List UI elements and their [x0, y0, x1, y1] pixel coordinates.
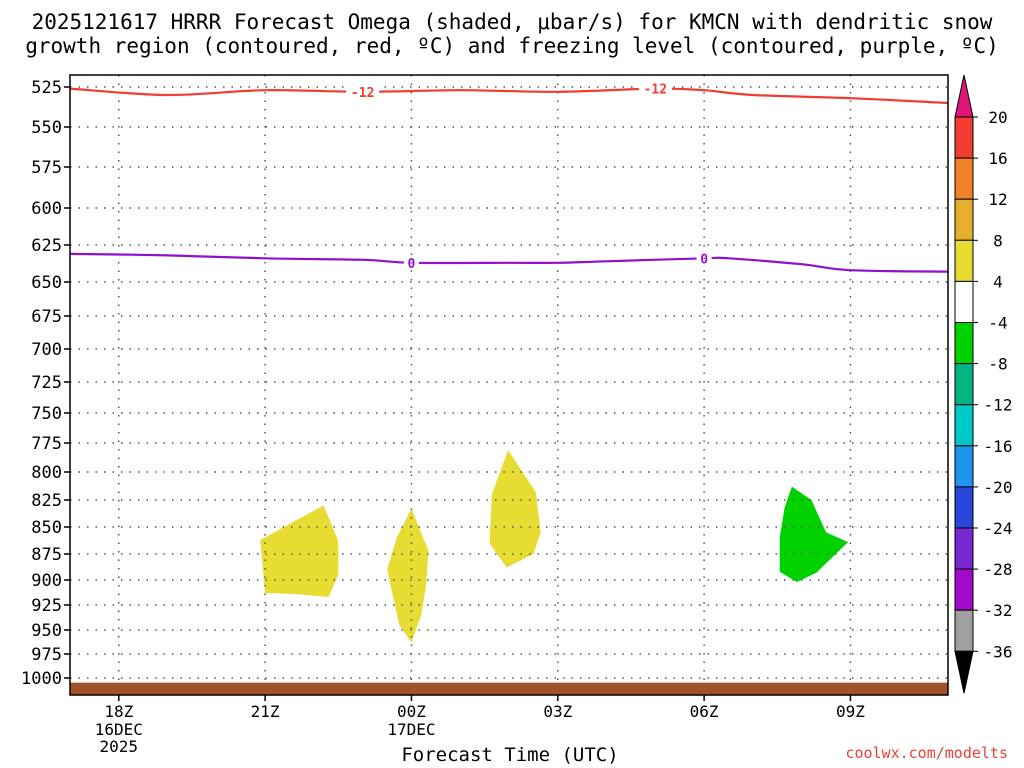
- contour-label--12-1: -12: [351, 86, 374, 101]
- contour-label-bg: [696, 251, 712, 266]
- y-tick-label-700: 700: [31, 340, 62, 360]
- colorbar-label--12: -12: [984, 396, 1013, 415]
- contour-label-0-1: 0: [408, 257, 416, 272]
- y-tick-label-950: 950: [31, 621, 62, 641]
- x-axis-label: Forecast Time (UTC): [401, 744, 619, 766]
- colorbar-label--36: -36: [984, 642, 1013, 661]
- contour-label-bg: [403, 255, 419, 270]
- colorbar-segment-4: [954, 239, 974, 282]
- y-tick-label-575: 575: [31, 158, 62, 178]
- colorbar-label--20: -20: [984, 478, 1013, 497]
- y-tick-label-525: 525: [31, 78, 62, 98]
- colorbar-bottom-arrow: [954, 650, 974, 694]
- colorbar-label-12: 12: [988, 190, 1007, 209]
- colorbar-label--16: -16: [984, 437, 1013, 456]
- colorbar-segment-10: [954, 486, 974, 529]
- colorbar-label--4: -4: [988, 314, 1007, 333]
- x-tick-label-18Z: 18Z: [104, 702, 133, 721]
- colorbar-label--32: -32: [984, 601, 1013, 620]
- colorbar-segment-3: [954, 198, 974, 241]
- y-tick-label-625: 625: [31, 236, 62, 256]
- colorbar-segment-13: [954, 609, 974, 652]
- terrain-band: [70, 682, 948, 695]
- y-tick-label-725: 725: [31, 373, 62, 393]
- colorbar-segment-11: [954, 527, 974, 570]
- y-tick-label-850: 850: [31, 518, 62, 538]
- colorbar-segment-7: [954, 363, 974, 406]
- x-tick-label-03Z: 03Z: [543, 702, 572, 721]
- x-tick-label-00Z: 00Z: [397, 702, 426, 721]
- colorbar-label--28: -28: [984, 560, 1013, 579]
- x-tick-label-09Z: 09Z: [836, 702, 865, 721]
- contour-label-bg: [346, 84, 380, 99]
- colorbar-label--8: -8: [988, 355, 1007, 374]
- y-tick-label-1000: 1000: [21, 669, 62, 689]
- colorbar-top-arrow: [954, 74, 974, 118]
- chart-title-line-1: 2025121617 HRRR Forecast Omega (shaded, …: [31, 10, 993, 34]
- colorbar-label-4: 4: [993, 272, 1003, 291]
- y-tick-label-775: 775: [31, 434, 62, 454]
- y-tick-label-750: 750: [31, 404, 62, 424]
- y-tick-label-550: 550: [31, 118, 62, 138]
- x-tick-sublabel-16DEC: 16DEC: [95, 720, 143, 739]
- y-tick-label-925: 925: [31, 596, 62, 616]
- plot-frame: [69, 74, 949, 696]
- contour-label-0-2: 0: [700, 252, 708, 267]
- chart-title-line-2: growth region (contoured, red, ºC) and f…: [25, 34, 999, 58]
- colorbar-label-16: 16: [988, 149, 1007, 168]
- colorbar-label--24: -24: [984, 519, 1013, 538]
- y-tick-label-825: 825: [31, 491, 62, 511]
- colorbar-label-20: 20: [988, 108, 1007, 127]
- credit-text[interactable]: coolwx.com/modelts: [845, 744, 1008, 762]
- colorbar-segment-2: [954, 157, 974, 200]
- omega-region-4: [779, 486, 848, 582]
- y-tick-label-600: 600: [31, 199, 62, 219]
- omega-region-3: [489, 450, 541, 568]
- x-tick-label-06Z: 06Z: [690, 702, 719, 721]
- colorbar-segment-5: [954, 280, 974, 323]
- y-tick-label-650: 650: [31, 273, 62, 293]
- colorbar-segment-8: [954, 404, 974, 447]
- x-tick-sublabel-2025: 2025: [100, 737, 139, 756]
- contour-label--12-2: -12: [644, 83, 667, 98]
- y-tick-label-975: 975: [31, 645, 62, 665]
- contour-label-bg: [638, 81, 672, 96]
- y-tick-label-900: 900: [31, 571, 62, 591]
- colorbar-segment-12: [954, 568, 974, 611]
- y-tick-label-675: 675: [31, 307, 62, 327]
- y-tick-label-800: 800: [31, 463, 62, 483]
- colorbar-segment-6: [954, 322, 974, 365]
- omega-region-2: [387, 508, 429, 643]
- contour-minus12c: [69, 87, 949, 105]
- x-tick-sublabel-17DEC: 17DEC: [387, 720, 435, 739]
- x-tick-label-21Z: 21Z: [251, 702, 280, 721]
- colorbar-segment-1: [954, 116, 974, 159]
- colorbar-label-8: 8: [993, 231, 1003, 250]
- contour-freezing-level: [69, 252, 949, 273]
- y-tick-label-875: 875: [31, 545, 62, 565]
- colorbar-segment-9: [954, 445, 974, 488]
- omega-region-1: [260, 505, 339, 597]
